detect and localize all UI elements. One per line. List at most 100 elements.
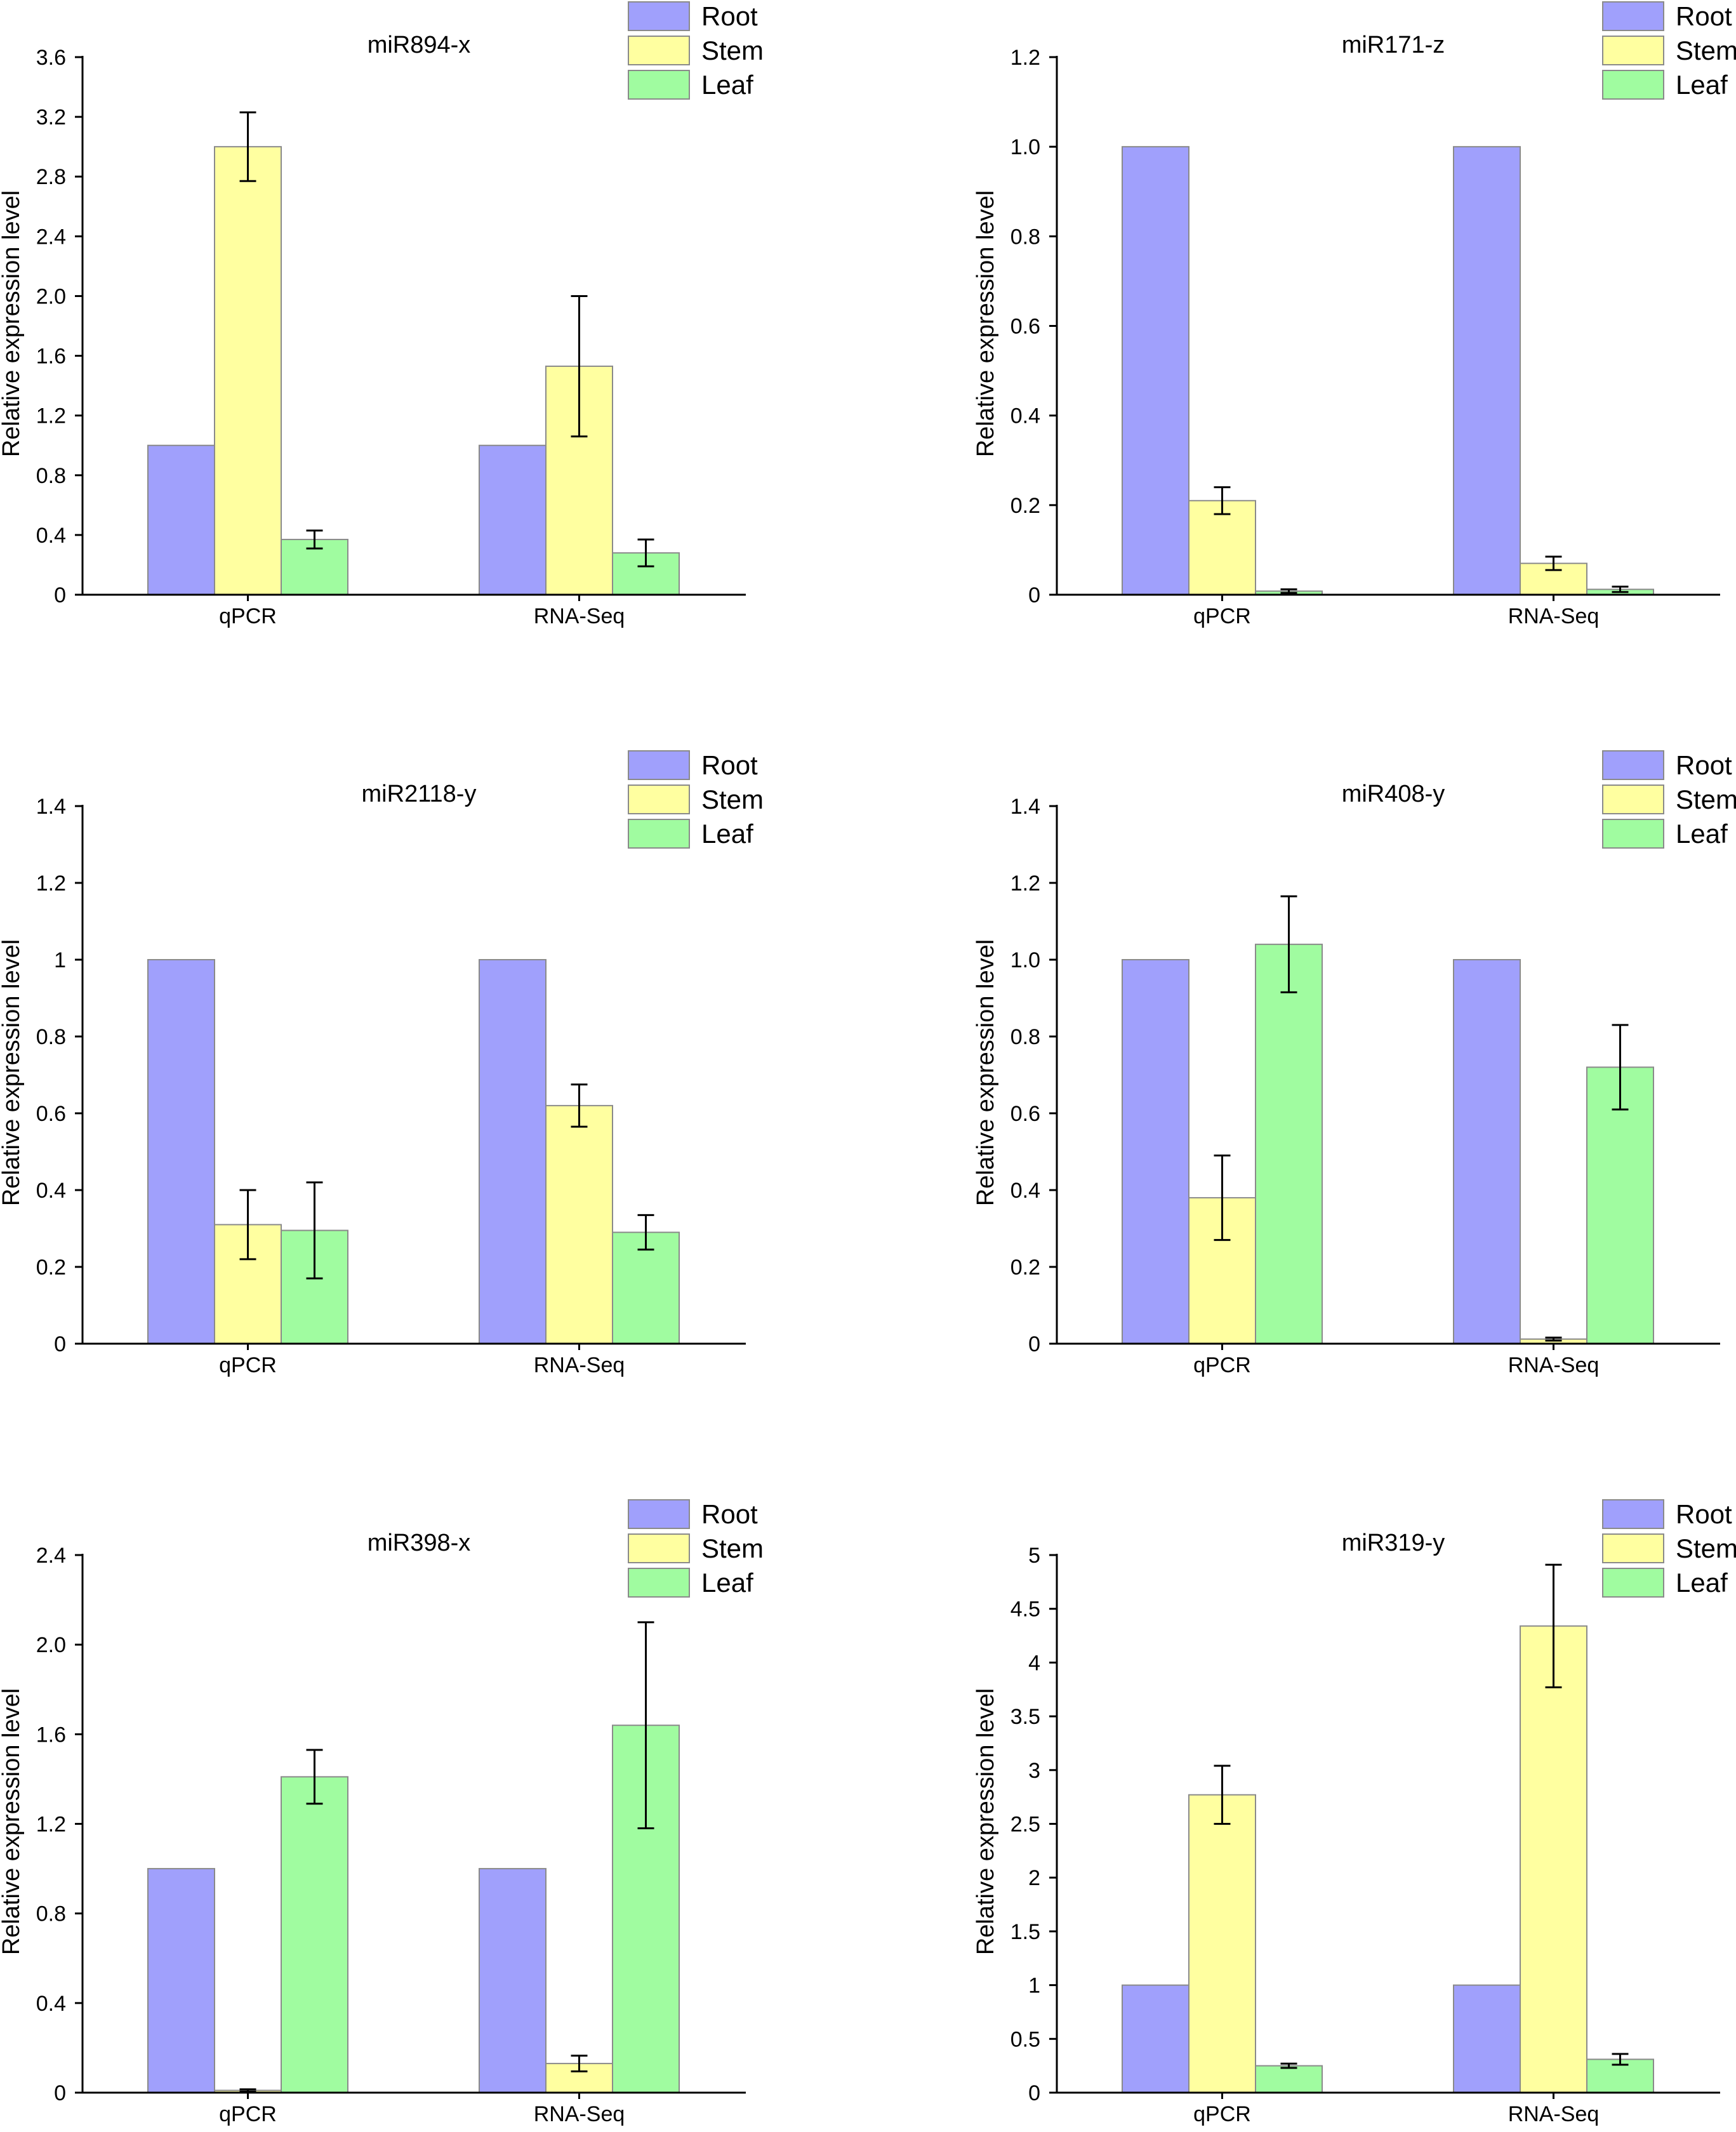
y-tick-label: 1.4 xyxy=(1010,795,1040,819)
bar-stem-qpcr xyxy=(214,146,282,595)
bar-stem-rna-seq xyxy=(545,1104,613,1345)
error-bar-stem-qpcr xyxy=(1214,1155,1231,1241)
legend-label-leaf: Leaf xyxy=(701,70,753,100)
chart-panel-3: miR408-y Relative expression level 0 0.2 0.4… xyxy=(972,750,1736,1377)
bar-stem-rna-seq xyxy=(1520,1625,1587,2093)
error-bar-leaf-qpcr xyxy=(306,1181,323,1280)
legend-label-root: Root xyxy=(1676,1499,1732,1529)
legend-label-stem: Stem xyxy=(1676,1533,1736,1563)
x-tick-label: qPCR xyxy=(219,604,277,628)
legend-label-root: Root xyxy=(701,750,758,780)
legend-swatch-root xyxy=(1602,1,1664,31)
legend-label-stem: Stem xyxy=(701,36,764,65)
error-bar-stem-rna-seq xyxy=(1545,1563,1562,1688)
legend-label-root: Root xyxy=(701,1499,758,1529)
error-bar-leaf-rna-seq xyxy=(637,1621,654,1830)
y-tick-label: 0.8 xyxy=(1010,1025,1040,1049)
legend-swatch-root xyxy=(628,1,690,31)
y-tick-label: 0.6 xyxy=(36,1102,66,1126)
legend-label-root: Root xyxy=(1676,1,1732,31)
chart-title: miR319-y xyxy=(1342,1530,1445,1556)
x-tick-label: qPCR xyxy=(1193,2102,1251,2126)
y-tick-label: 0.4 xyxy=(1010,1179,1040,1203)
chart-panel-5: miR319-y Relative expression level 0 0.5 1 1.… xyxy=(972,1499,1736,2126)
y-axis-label: Relative expression level xyxy=(972,1688,999,1955)
bar-root-rna-seq xyxy=(1453,959,1521,1344)
y-tick-label: 0 xyxy=(54,1332,66,1356)
y-tick-label: 0.6 xyxy=(1010,315,1040,339)
y-tick-label: 2.4 xyxy=(36,225,66,249)
y-tick-label: 0.5 xyxy=(1010,2027,1040,2051)
legend-swatch-leaf xyxy=(628,70,690,100)
bar-leaf-qpcr xyxy=(1255,2065,1323,2094)
bar-root-rna-seq xyxy=(479,959,547,1344)
chart-title: miR408-y xyxy=(1342,781,1445,807)
y-tick-label: 1.6 xyxy=(36,345,66,369)
legend-label-leaf: Leaf xyxy=(1676,70,1728,100)
y-tick-label: 0 xyxy=(1028,2081,1040,2105)
bar-leaf-qpcr xyxy=(281,1776,348,2093)
error-bar-stem-qpcr xyxy=(239,111,256,182)
legend-label-root: Root xyxy=(1676,750,1732,780)
y-tick-label: 0.4 xyxy=(36,1179,66,1203)
legend-swatch-root xyxy=(1602,1499,1664,1529)
y-tick-label: 1.2 xyxy=(36,871,66,896)
bar-root-qpcr xyxy=(1122,146,1189,595)
chart-panel-1: miR171-z Relative expression level 0 0.2 0.4… xyxy=(972,1,1736,628)
y-tick-label: 0.4 xyxy=(1010,404,1040,428)
y-axis-label: Relative expression level xyxy=(0,1688,25,1955)
y-tick-label: 0.4 xyxy=(36,524,66,548)
legend-swatch-stem xyxy=(1602,36,1664,65)
bar-root-rna-seq xyxy=(479,444,547,595)
legend-swatch-stem xyxy=(1602,1533,1664,1563)
y-tick-label: 0 xyxy=(54,2081,66,2105)
legend: Root Stem Leaf xyxy=(1602,750,1736,849)
error-bar-leaf-rna-seq xyxy=(637,1214,654,1251)
chart-panel-2: miR2118-y Relative expression level 0 0.2 0.… xyxy=(0,750,764,1377)
y-tick-label: 3.5 xyxy=(1010,1705,1040,1729)
error-bar-leaf-qpcr xyxy=(306,1749,323,1805)
bar-stem-qpcr xyxy=(1188,1794,1256,2093)
legend-label-leaf: Leaf xyxy=(701,1568,753,1598)
y-axis-label: Relative expression level xyxy=(972,939,999,1206)
legend-swatch-root xyxy=(628,1499,690,1529)
legend: Root Stem Leaf xyxy=(1602,1499,1736,1598)
x-tick-label: RNA-Seq xyxy=(534,2102,625,2126)
error-bar-stem-qpcr xyxy=(1214,486,1231,515)
legend-swatch-leaf xyxy=(1602,819,1664,849)
bar-leaf-qpcr xyxy=(1255,943,1323,1344)
error-bar-stem-qpcr xyxy=(1214,1765,1231,1825)
x-tick-label: qPCR xyxy=(219,2102,277,2126)
y-tick-label: 0.8 xyxy=(36,1902,66,1926)
legend-label-stem: Stem xyxy=(701,1533,764,1563)
y-axis-label: Relative expression level xyxy=(0,939,25,1206)
error-bar-stem-rna-seq xyxy=(571,2055,588,2072)
y-tick-label: 1.0 xyxy=(1010,948,1040,972)
chart-panel-0: miR894-x Relative expression level 0 0.4 0.8… xyxy=(0,1,764,628)
bar-stem-qpcr xyxy=(1188,500,1256,596)
y-tick-label: 4 xyxy=(1028,1651,1040,1675)
x-tick-label: RNA-Seq xyxy=(1508,604,1600,628)
error-bar-leaf-rna-seq xyxy=(1612,585,1629,593)
chart-panel-4: miR398-x Relative expression level 0 0.4 0.8… xyxy=(0,1499,764,2126)
legend-swatch-stem xyxy=(628,1533,690,1563)
legend-label-stem: Stem xyxy=(1676,785,1736,814)
chart-title: miR894-x xyxy=(368,32,471,58)
y-tick-label: 3.2 xyxy=(36,105,66,129)
bar-leaf-qpcr xyxy=(281,1229,348,1345)
bar-leaf-rna-seq xyxy=(1586,1066,1654,1344)
y-tick-label: 0.4 xyxy=(36,1992,66,2016)
error-bar-leaf-qpcr xyxy=(1280,588,1297,594)
chart-title: miR398-x xyxy=(368,1530,471,1556)
legend-swatch-leaf xyxy=(1602,70,1664,100)
legend-swatch-stem xyxy=(628,36,690,65)
x-tick-label: RNA-Seq xyxy=(534,1353,625,1377)
y-tick-label: 2.4 xyxy=(36,1544,66,1568)
x-tick-label: RNA-Seq xyxy=(1508,1353,1600,1377)
y-tick-label: 0.2 xyxy=(1010,1255,1040,1280)
legend-label-stem: Stem xyxy=(1676,36,1736,65)
legend-swatch-stem xyxy=(628,785,690,814)
legend-label-leaf: Leaf xyxy=(1676,1568,1728,1598)
y-tick-label: 2.8 xyxy=(36,165,66,189)
